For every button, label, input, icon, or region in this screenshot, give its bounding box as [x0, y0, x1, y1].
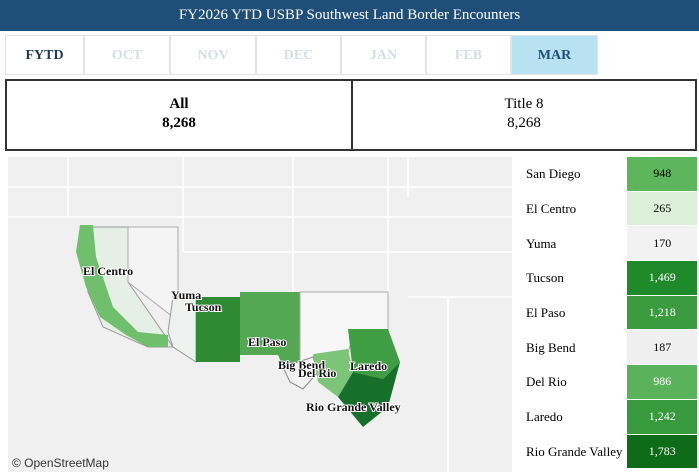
table-row[interactable]: Laredo 1,242	[520, 399, 697, 435]
tab[interactable]: DEC	[256, 35, 341, 75]
map-label: Laredo	[350, 359, 387, 373]
card-value: 8,268	[507, 115, 541, 131]
sector-name: Tucson	[526, 270, 564, 286]
laredo-sector	[348, 329, 400, 379]
sector-value: 1,242	[627, 399, 697, 434]
table-row[interactable]: Tucson 1,469	[520, 261, 697, 296]
sector-value: 1,218	[627, 295, 697, 330]
card-label: All	[169, 96, 189, 112]
table-row[interactable]: Rio Grande Valley 1,783	[520, 434, 697, 470]
sector-value: 265	[627, 191, 697, 226]
table-row[interactable]: El Centro 265	[520, 191, 697, 227]
sector-name: Big Bend	[526, 339, 576, 355]
tab[interactable]: FYTD	[5, 35, 84, 75]
el-paso-sector	[240, 292, 300, 367]
yuma-sector	[167, 296, 197, 363]
big-bend-sector	[282, 356, 319, 390]
sector-value: 1,469	[627, 261, 697, 295]
map-label: Del Rio	[298, 366, 336, 380]
title-bar: FY2026 YTD USBP Southwest Land Border En…	[0, 0, 699, 31]
sector-name: Laredo	[526, 409, 563, 425]
rgv-sector	[338, 362, 400, 427]
table-row[interactable]: San Diego 948	[520, 157, 697, 192]
sector-name: Rio Grande Valley	[526, 443, 623, 459]
sector-value: 187	[627, 330, 697, 365]
map-label: El Paso	[248, 335, 286, 349]
attribution: © OpenStreetMap	[12, 456, 109, 470]
table-row[interactable]: Big Bend 187	[520, 330, 697, 366]
table-row[interactable]: Yuma 170	[520, 226, 697, 262]
state-borders	[8, 157, 512, 472]
map-svg: El Centro Yuma Tucson El Paso Big Bend D…	[8, 157, 512, 472]
sector-name: San Diego	[526, 166, 581, 182]
card[interactable]: Title 8 8,268	[351, 79, 697, 151]
card-label: Title 8	[504, 96, 544, 112]
card-value: 8,268	[162, 115, 196, 131]
sector-value: 170	[627, 226, 697, 261]
tab[interactable]: NOV	[170, 35, 256, 75]
card[interactable]: All 8,268	[5, 79, 353, 151]
map-label: Yuma	[171, 288, 201, 302]
sector-value: 1,783	[627, 434, 697, 469]
del-rio-sector	[313, 349, 353, 397]
table-row[interactable]: Del Rio 986	[520, 365, 697, 400]
san-diego-sector	[76, 225, 168, 347]
table-row[interactable]: El Paso 1,218	[520, 295, 697, 331]
tucson-sector	[196, 297, 240, 362]
tab[interactable]: JAN	[341, 35, 426, 75]
tab[interactable]: FEB	[426, 35, 511, 75]
sector-name: Yuma	[526, 235, 557, 251]
map-label: Tucson	[185, 300, 222, 314]
map[interactable]: El Centro Yuma Tucson El Paso Big Bend D…	[8, 157, 512, 472]
sector-value: 948	[627, 157, 697, 191]
sector-name: El Paso	[526, 305, 566, 321]
map-label: Rio Grande Valley	[306, 400, 401, 414]
map-label: El Centro	[83, 264, 133, 278]
map-label: Big Bend	[278, 358, 325, 372]
sector-name: Del Rio	[526, 374, 567, 390]
tab[interactable]: MAR	[511, 35, 598, 75]
sector-table: San Diego 948 El Centro 265 Yuma 170 Tucson…	[520, 157, 697, 470]
sector-value: 986	[627, 365, 697, 399]
tab[interactable]: OCT	[84, 35, 170, 75]
sector-name: El Centro	[526, 201, 577, 217]
